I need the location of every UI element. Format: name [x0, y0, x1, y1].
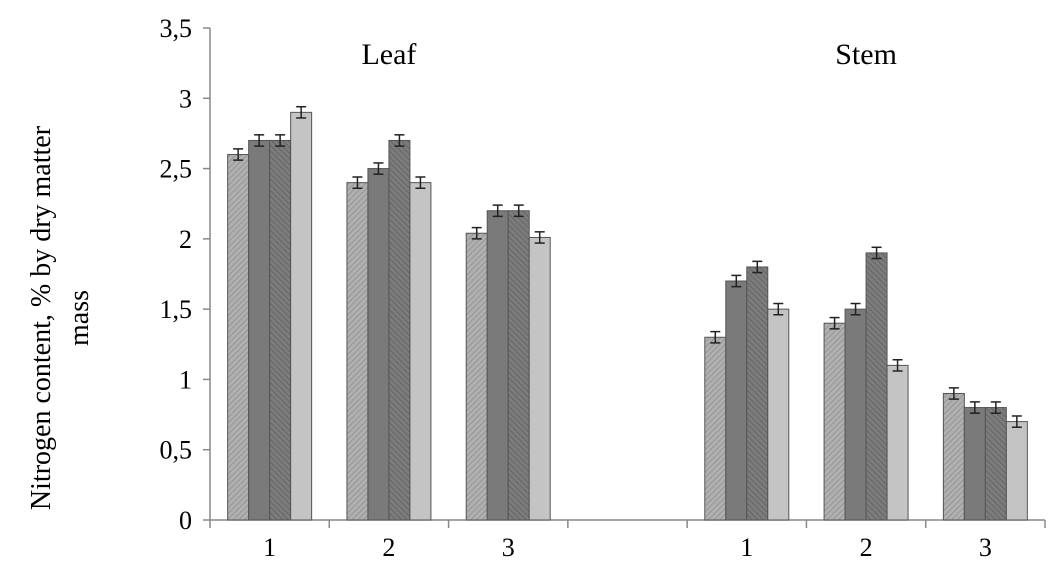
bar-stem-1-s4: [767, 308, 790, 521]
bar-leaf-3-s4: [528, 236, 551, 521]
bar-stem-1-s3: [746, 266, 769, 521]
y-tick-label: 2: [179, 225, 192, 254]
x-ticks: 1 2 3 1 2 3: [209, 520, 1046, 562]
axes: [209, 28, 1045, 521]
y-axis-title-line1: Nitrogen content, % by dry matter: [26, 125, 57, 510]
x-tick-label: 1: [740, 533, 753, 562]
x-tick-label: 1: [263, 533, 276, 562]
bar-stem-2-s2: [844, 308, 867, 521]
group-title-stem: Stem: [835, 38, 897, 71]
y-tick-label: 0: [179, 506, 192, 535]
y-tick-label: 3: [179, 84, 192, 113]
bar-leaf-2-s4: [409, 182, 432, 521]
bar-leaf-3-s1: [465, 232, 488, 521]
bar-stem-2-s3: [865, 252, 888, 521]
bar-stem-1-s2: [725, 280, 748, 521]
y-axis-title-line2: mass: [64, 290, 95, 346]
bar-stem-2-s4: [886, 364, 909, 521]
bar-stem-3-s1: [942, 392, 965, 521]
y-tick-label: 0,5: [160, 436, 193, 465]
bar-leaf-1-s2: [248, 139, 271, 521]
y-tick-label: 2,5: [160, 155, 193, 184]
bar-stem-1-s1: [704, 336, 727, 521]
y-ticks: 0 0,5 1 1,5 2 2,5 3 3,5: [160, 14, 210, 535]
bar-stem-3-s2: [963, 407, 986, 521]
group-titles: Leaf Stem: [361, 38, 896, 71]
bar-stem-3-s4: [1005, 421, 1028, 521]
x-tick-label: 2: [382, 533, 395, 562]
y-tick-label: 1: [179, 365, 192, 394]
y-tick-label: 3,5: [160, 14, 193, 43]
bars: [227, 105, 1028, 521]
bar-leaf-2-s1: [346, 182, 369, 521]
bar-leaf-1-s3: [269, 139, 292, 521]
x-tick-label: 3: [979, 533, 992, 562]
bar-leaf-2-s3: [388, 139, 411, 521]
bar-leaf-3-s2: [486, 210, 509, 521]
x-tick-label: 2: [860, 533, 873, 562]
bar-leaf-1-s4: [290, 111, 313, 521]
bar-leaf-3-s3: [507, 210, 530, 521]
bar-stem-3-s3: [984, 407, 1007, 521]
y-tick-label: 1,5: [160, 295, 193, 324]
bar-stem-2-s1: [823, 322, 846, 521]
x-tick-label: 3: [502, 533, 515, 562]
y-axis-title: Nitrogen content, % by dry matter mass: [26, 125, 95, 510]
bar-leaf-1-s1: [227, 154, 250, 521]
bar-leaf-2-s2: [367, 168, 390, 521]
group-title-leaf: Leaf: [361, 38, 416, 71]
